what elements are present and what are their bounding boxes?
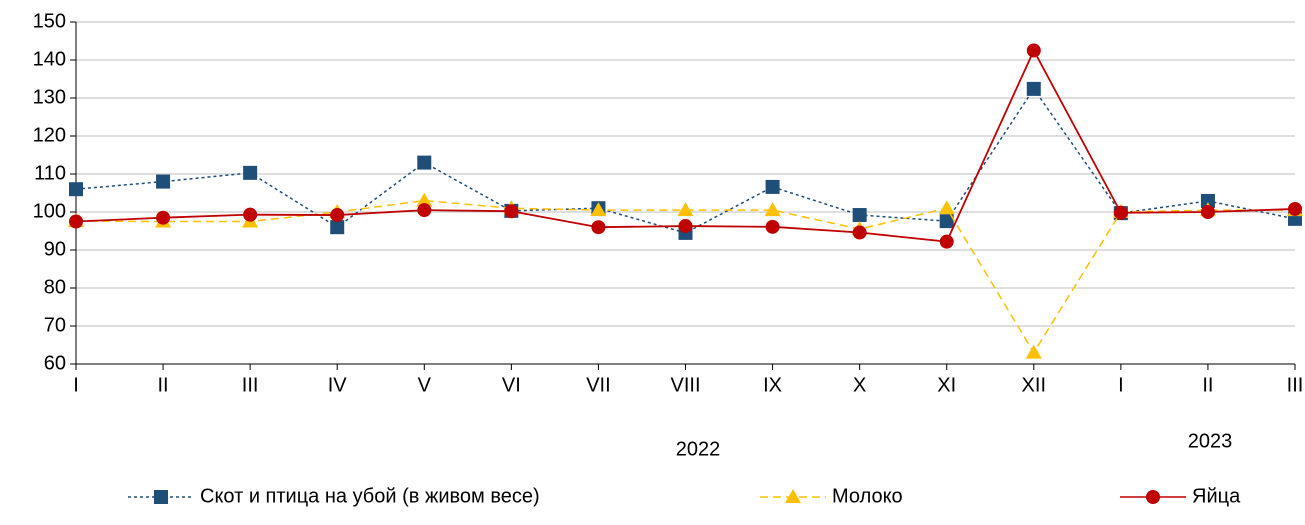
x-tick-label: V xyxy=(418,374,432,396)
x-tick-label: IX xyxy=(763,374,782,396)
y-tick-label: 150 xyxy=(33,10,66,32)
x-tick-label: VI xyxy=(502,374,521,396)
marker xyxy=(417,203,432,218)
x-tick-label: III xyxy=(1287,374,1304,396)
marker xyxy=(330,220,345,235)
marker xyxy=(764,202,781,217)
legend-label: Яйца xyxy=(1192,485,1241,507)
marker xyxy=(938,200,955,215)
y-tick-label: 120 xyxy=(33,124,66,146)
marker xyxy=(939,234,954,249)
legend-label: Молоко xyxy=(832,485,903,507)
marker xyxy=(1026,43,1041,58)
marker xyxy=(69,214,83,229)
marker xyxy=(677,202,694,217)
marker xyxy=(243,165,258,180)
legend-marker xyxy=(154,490,168,504)
year-label: 2022 xyxy=(676,438,721,460)
y-tick-label: 140 xyxy=(33,48,66,70)
y-tick-label: 80 xyxy=(44,276,66,298)
legend-label: Скот и птица на убой (в живом весе) xyxy=(200,485,540,507)
marker xyxy=(678,219,693,234)
marker xyxy=(417,155,432,170)
marker xyxy=(1025,344,1042,359)
marker xyxy=(504,204,519,219)
marker xyxy=(852,208,867,223)
y-tick-label: 110 xyxy=(34,162,66,184)
marker xyxy=(156,174,171,189)
marker xyxy=(1113,205,1128,220)
marker xyxy=(1200,205,1215,219)
marker xyxy=(591,220,606,235)
marker xyxy=(765,219,780,234)
marker xyxy=(416,192,433,207)
x-tick-label: II xyxy=(158,374,169,396)
x-tick-label: X xyxy=(853,374,866,396)
year-label: 2023 xyxy=(1188,430,1233,452)
x-tick-label: IV xyxy=(328,374,348,396)
x-tick-label: I xyxy=(1118,374,1124,396)
marker xyxy=(69,182,83,197)
legend-marker xyxy=(1146,490,1160,504)
x-tick-label: I xyxy=(73,374,79,396)
marker xyxy=(590,202,607,217)
y-tick-label: 90 xyxy=(44,238,66,260)
y-tick-label: 100 xyxy=(33,200,66,222)
marker xyxy=(939,214,954,229)
marker xyxy=(243,207,258,222)
marker xyxy=(156,210,171,225)
x-tick-label: VIII xyxy=(670,374,700,396)
marker xyxy=(1026,81,1041,96)
marker xyxy=(765,179,780,194)
marker xyxy=(1200,193,1215,208)
y-tick-label: 130 xyxy=(33,86,66,108)
marker xyxy=(1288,201,1302,216)
y-tick-label: 70 xyxy=(44,314,66,336)
x-tick-label: VII xyxy=(586,374,610,396)
legend-marker xyxy=(785,489,801,503)
x-tick-label: XII xyxy=(1022,374,1046,396)
marker xyxy=(852,225,867,240)
x-tick-label: II xyxy=(1202,374,1213,396)
marker xyxy=(330,208,345,223)
y-tick-label: 60 xyxy=(44,352,66,374)
x-tick-label: III xyxy=(242,374,259,396)
x-tick-label: XI xyxy=(937,374,956,396)
